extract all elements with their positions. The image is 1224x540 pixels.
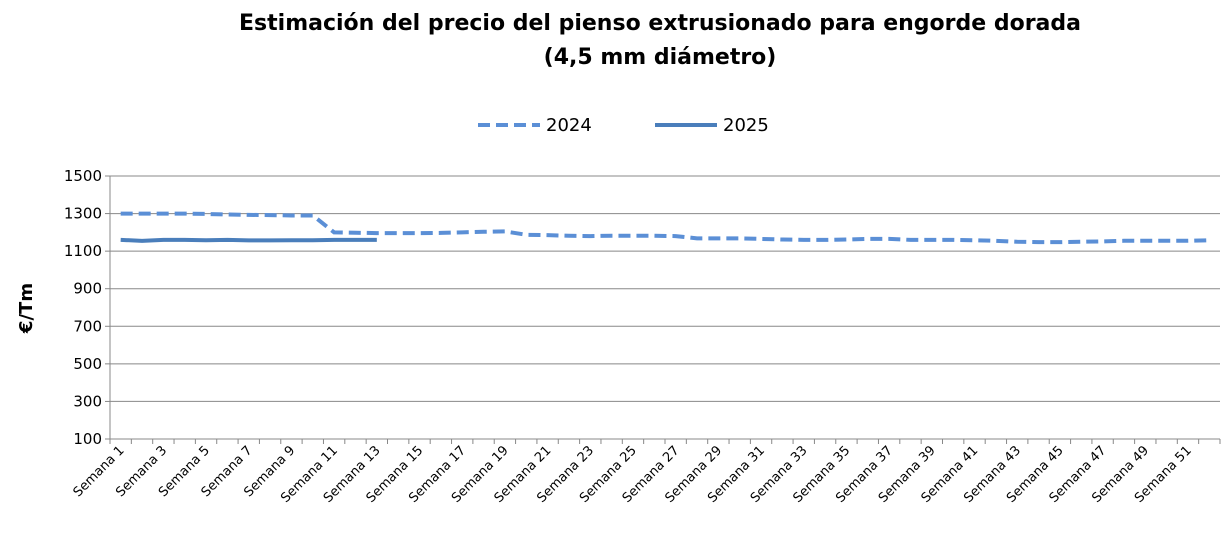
- y-tick-label: 100: [73, 430, 102, 448]
- y-tick-label: 900: [73, 280, 102, 298]
- line-series: [120, 237, 377, 243]
- y-tick-label: 1500: [64, 167, 102, 185]
- y-tick-label: 1300: [64, 205, 102, 223]
- chart-title: Estimación del precio del pienso extrusi…: [239, 11, 1081, 36]
- chart-subtitle: (4,5 mm diámetro): [544, 45, 777, 70]
- y-tick-label: 500: [73, 355, 102, 373]
- y-tick-label: 700: [73, 317, 102, 335]
- y-tick-label: 1100: [64, 242, 102, 260]
- legend-label: 2024: [546, 115, 592, 136]
- legend-label: 2025: [723, 115, 769, 136]
- y-tick-label: 300: [73, 392, 102, 410]
- y-axis-label: €/Tm: [16, 283, 37, 334]
- line-series: [120, 211, 1210, 245]
